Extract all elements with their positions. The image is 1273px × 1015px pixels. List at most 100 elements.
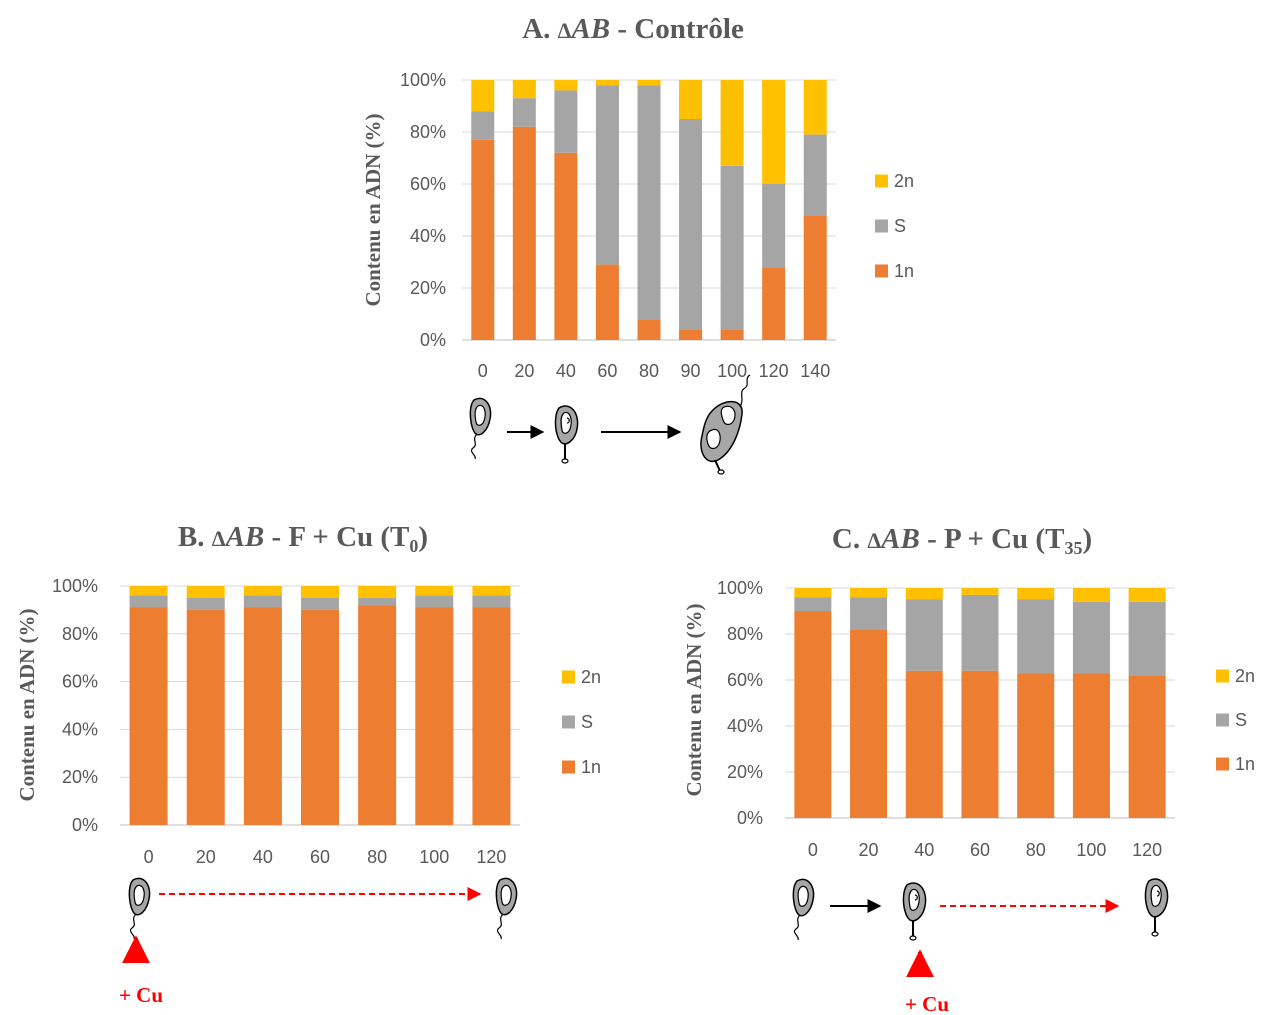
y-tick-label: 100% <box>400 70 446 90</box>
bar-segment-1n <box>129 607 168 825</box>
legend-label: 2n <box>1235 666 1255 686</box>
bar-segment-S <box>850 597 888 630</box>
bar-segment-S <box>472 595 511 608</box>
y-tick-label: 80% <box>62 624 98 644</box>
chart-b-ylabel: Contenu en ADN (%) <box>15 608 39 801</box>
x-tick-label: 80 <box>1026 840 1046 860</box>
x-tick-label: 120 <box>759 361 789 381</box>
y-tick-label: 0% <box>72 815 98 835</box>
y-tick-label: 20% <box>62 767 98 787</box>
chart-b-xticks: 0 20 40 60 80 100 120 <box>144 847 507 867</box>
x-tick-label: 140 <box>800 361 830 381</box>
chart-c-ylabel: Contenu en ADN (%) <box>682 603 706 796</box>
chart-a-cell-cycle-diagram <box>469 374 751 475</box>
chart-b-legend: 2n S 1n <box>562 667 601 777</box>
bar-segment-1n <box>679 329 703 340</box>
x-tick-label: 100 <box>419 847 449 867</box>
x-tick-label: 120 <box>1132 840 1162 860</box>
bar-segment-1n <box>762 267 786 340</box>
bar-segment-1n <box>554 152 578 340</box>
bar-segment-S <box>679 119 703 330</box>
bar-segment-2n <box>358 586 397 598</box>
bar-segment-S <box>186 597 225 610</box>
bar-segment-1n <box>850 629 888 818</box>
legend-swatch <box>562 715 575 729</box>
bar-segment-2n <box>512 80 536 99</box>
x-tick-label: 90 <box>681 361 701 381</box>
y-tick-label: 80% <box>410 122 446 142</box>
bar-segment-2n <box>905 588 943 600</box>
x-tick-label: 60 <box>970 840 990 860</box>
bar-segment-S <box>637 85 661 320</box>
legend-swatch <box>1216 757 1229 771</box>
bar-segment-2n <box>1072 588 1110 602</box>
bar-segment-2n <box>961 588 999 595</box>
chart-c-legend: 2n S 1n <box>1216 666 1255 774</box>
bar-segment-1n <box>1017 673 1055 818</box>
bar-segment-S <box>415 595 454 608</box>
bar-segment-2n <box>472 586 511 596</box>
bar-segment-1n <box>595 264 619 340</box>
swarmer-cell-icon <box>495 877 518 940</box>
bar-segment-1n <box>472 607 511 825</box>
y-tick-label: 100% <box>717 578 763 598</box>
bar-segment-2n <box>1017 588 1055 600</box>
bar-segment-S <box>1017 599 1055 674</box>
bar-segment-2n <box>554 80 578 91</box>
legend-label: S <box>581 712 593 732</box>
bar-segment-S <box>554 90 578 153</box>
bar-segment-S <box>471 111 495 140</box>
bar-segment-S <box>1128 601 1166 676</box>
y-tick-label: 20% <box>410 278 446 298</box>
bar-segment-1n <box>1072 673 1110 818</box>
bar-segment-S <box>1072 601 1110 674</box>
legend-label: S <box>1235 710 1247 730</box>
legend-swatch <box>875 174 888 188</box>
x-tick-label: 20 <box>514 361 534 381</box>
y-tick-label: 0% <box>420 330 446 350</box>
x-tick-label: 40 <box>914 840 934 860</box>
bar-segment-2n <box>679 80 703 119</box>
y-tick-label: 80% <box>727 624 763 644</box>
x-tick-label: 80 <box>367 847 387 867</box>
chart-a-ylabel: Contenu en ADN (%) <box>361 113 385 306</box>
chart-a-legend: 2n S 1n <box>875 171 914 281</box>
legend-label: 1n <box>894 261 914 281</box>
swarmer-cell-icon <box>792 878 815 941</box>
bar-segment-S <box>803 134 827 216</box>
bar-segment-S <box>512 98 536 127</box>
bar-segment-1n <box>803 215 827 340</box>
bar-segment-S <box>358 597 397 606</box>
bar-segment-1n <box>720 329 744 340</box>
stalked-cell-icon <box>1144 878 1169 937</box>
bar-segment-2n <box>794 588 832 598</box>
x-tick-label: 20 <box>196 847 216 867</box>
bar-segment-S <box>301 597 339 610</box>
x-tick-label: 0 <box>144 847 154 867</box>
bar-segment-2n <box>415 586 454 596</box>
bar-segment-1n <box>471 139 495 340</box>
bar-segment-2n <box>720 80 744 166</box>
chart-c-xticks: 0 20 40 60 80 100 120 <box>808 840 1162 860</box>
x-tick-label: 20 <box>859 840 879 860</box>
bar-segment-1n <box>1128 675 1166 818</box>
y-tick-label: 60% <box>727 670 763 690</box>
x-tick-label: 0 <box>478 361 488 381</box>
bar-segment-S <box>961 594 999 671</box>
chart-a-yticks: 0% 20% 40% 60% 80% 100% <box>400 70 446 350</box>
chart-c-yticks: 0% 20% 40% 60% 80% 100% <box>717 578 763 828</box>
chart-b-cu-annotation: + Cu <box>119 983 163 1007</box>
x-tick-label: 80 <box>639 361 659 381</box>
bar-segment-2n <box>762 80 786 184</box>
stalked-cell-icon <box>902 882 927 941</box>
chart-c-cu-annotation: + Cu <box>905 992 949 1015</box>
legend-swatch <box>875 264 888 278</box>
y-tick-label: 40% <box>727 716 763 736</box>
swarmer-cell-icon <box>128 877 151 940</box>
legend-label: 1n <box>581 757 601 777</box>
x-tick-label: 40 <box>556 361 576 381</box>
x-tick-label: 120 <box>476 847 506 867</box>
chart-b-cell-cycle-diagram: + Cu <box>119 877 518 1007</box>
legend-swatch <box>562 760 575 774</box>
